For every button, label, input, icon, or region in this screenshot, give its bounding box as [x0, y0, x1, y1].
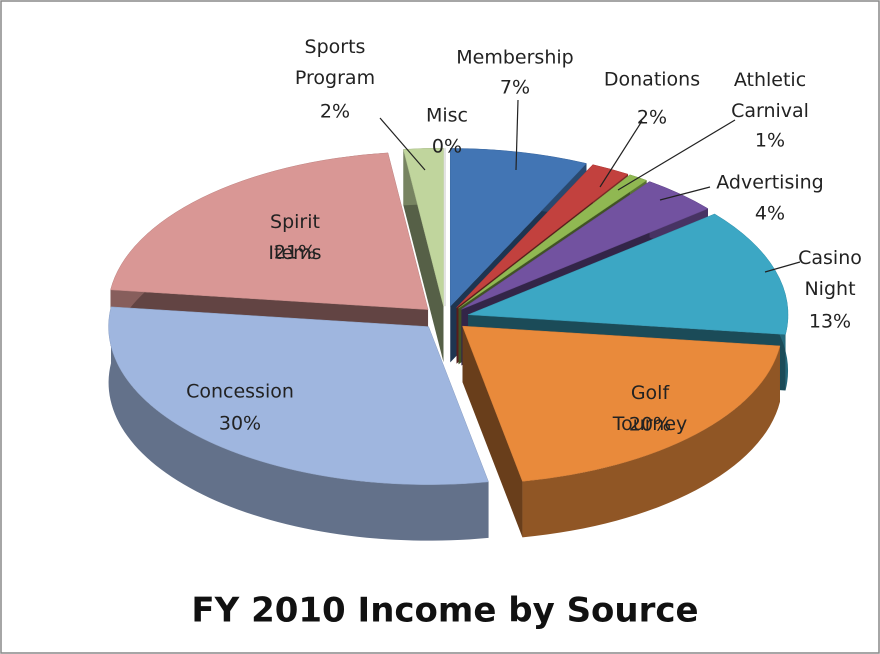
- slice-wall: [108, 306, 489, 541]
- category-label: Sports Program: [295, 36, 375, 89]
- category-label: Advertising: [716, 172, 823, 194]
- category-label: Misc: [426, 105, 468, 127]
- slice: [467, 213, 789, 335]
- slice: [462, 325, 781, 482]
- category-label: Donations: [604, 69, 700, 91]
- value-label: 21%: [274, 242, 316, 264]
- category-label: Membership: [456, 47, 573, 69]
- value-label: 7%: [500, 77, 530, 99]
- leader-line: [515, 99, 519, 171]
- value-label: 30%: [219, 413, 261, 435]
- category-label: Concession: [186, 381, 294, 403]
- leader-line: [764, 261, 801, 273]
- value-label: 20%: [629, 414, 671, 436]
- leader-line: [659, 186, 711, 201]
- pie: [108, 147, 789, 541]
- slice: [449, 148, 587, 308]
- slice: [403, 147, 444, 307]
- slice-wall: [522, 345, 780, 538]
- slice: [110, 152, 429, 310]
- value-label: 2%: [320, 101, 350, 123]
- category-label: Athletic Carnival: [731, 69, 809, 122]
- labels: Membership 7% Donations 2% Athletic Carnival 1…: [186, 36, 862, 436]
- leader-line: [617, 119, 736, 191]
- slice-side: [462, 326, 523, 538]
- category-label: Spirit Items: [268, 211, 321, 264]
- category-label: Golf Tourney: [612, 382, 688, 435]
- category-label: Casino Night: [798, 247, 862, 300]
- value-label: 4%: [755, 203, 785, 225]
- value-label: 2%: [637, 107, 667, 129]
- slice: [108, 306, 489, 485]
- value-label: 0%: [432, 136, 462, 158]
- leader-line: [379, 117, 426, 171]
- chart-title: FY 2010 Income by Source: [191, 591, 698, 631]
- value-label: 1%: [755, 130, 785, 152]
- leader-line: [599, 120, 643, 188]
- value-label: 13%: [809, 311, 851, 333]
